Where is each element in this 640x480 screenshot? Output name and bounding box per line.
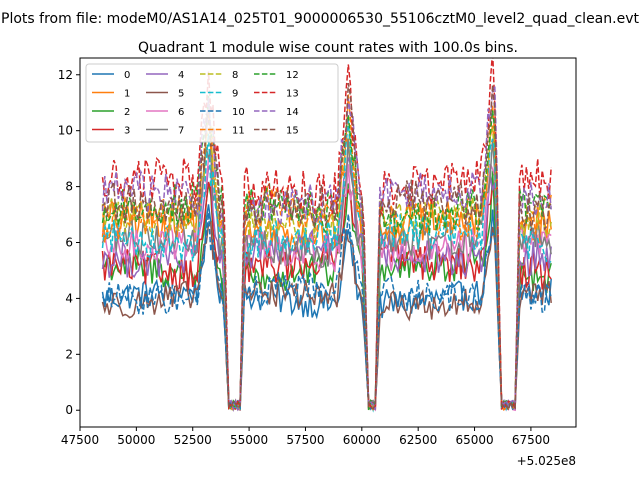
y-tick-label: 12 <box>58 68 73 82</box>
legend-label-6: 6 <box>178 107 184 118</box>
legend-label-15: 15 <box>286 126 299 137</box>
legend-label-9: 9 <box>232 89 238 100</box>
legend-label-7: 7 <box>178 126 184 137</box>
x-tick-label: 67500 <box>512 433 550 447</box>
y-tick-label: 6 <box>65 236 73 250</box>
legend-label-14: 14 <box>286 107 299 118</box>
x-tick-label: 57500 <box>286 433 324 447</box>
series-line-8 <box>101 121 552 411</box>
legend-label-10: 10 <box>232 107 245 118</box>
x-axis-offset-label: +5.025e8 <box>517 454 576 468</box>
legend-label-2: 2 <box>124 107 130 118</box>
y-axis: 0 2 4 6 8 10 12 <box>58 68 80 417</box>
legend-label-12: 12 <box>286 70 299 81</box>
x-tick-label: 55000 <box>230 433 268 447</box>
y-tick-label: 10 <box>58 124 73 138</box>
x-tick-label: 47500 <box>61 433 99 447</box>
chart-title: Quadrant 1 module wise count rates with … <box>138 40 518 56</box>
legend-label-0: 0 <box>124 70 130 81</box>
series-line-14 <box>101 83 552 413</box>
x-tick-label: 52500 <box>174 433 212 447</box>
series-line-10 <box>101 212 552 413</box>
x-tick-label: 62500 <box>399 433 437 447</box>
x-tick-label: 60000 <box>343 433 381 447</box>
series-line-15 <box>101 82 552 413</box>
series-line-12 <box>101 94 552 411</box>
x-tick-label: 65000 <box>455 433 493 447</box>
y-tick-label: 0 <box>65 403 73 417</box>
y-tick-label: 8 <box>65 180 73 194</box>
legend-label-5: 5 <box>178 89 184 100</box>
figure-suptitle: Plots from file: modeM0/AS1A14_025T01_90… <box>1 11 639 27</box>
legend-label-4: 4 <box>178 70 184 81</box>
series-line-7 <box>101 138 552 411</box>
y-tick-label: 4 <box>65 291 73 305</box>
legend-label-8: 8 <box>232 70 238 81</box>
legend-label-11: 11 <box>232 126 245 137</box>
series-line-2 <box>102 170 552 411</box>
legend-label-3: 3 <box>124 126 130 137</box>
legend-label-13: 13 <box>286 89 299 100</box>
series-layer <box>101 58 552 413</box>
legend-box <box>85 63 339 143</box>
x-axis: 47500 50000 52500 55000 57500 60000 62500 65000… <box>61 427 550 447</box>
series-line-13 <box>101 58 552 411</box>
legend-label-1: 1 <box>124 89 130 100</box>
y-tick-label: 2 <box>65 347 73 361</box>
x-tick-label: 50000 <box>117 433 155 447</box>
